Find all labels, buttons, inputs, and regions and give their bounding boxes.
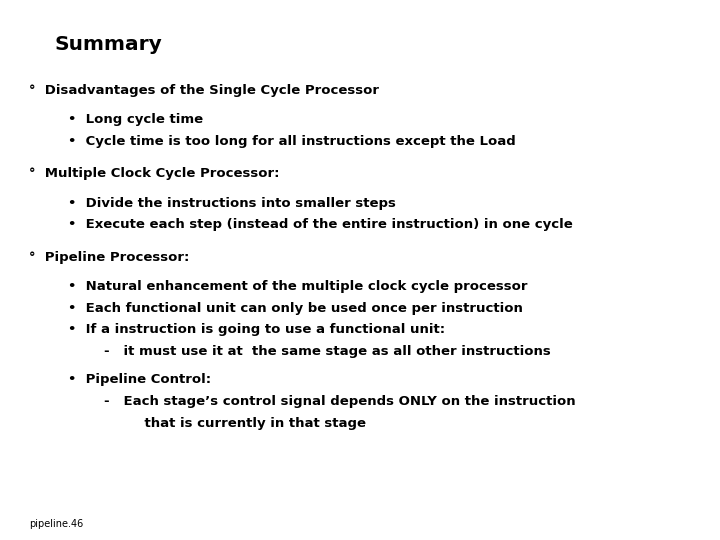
Text: •  Execute each step (instead of the entire instruction) in one cycle: • Execute each step (instead of the enti… — [68, 218, 573, 231]
Text: -   it must use it at  the same stage as all other instructions: - it must use it at the same stage as al… — [104, 345, 551, 358]
Text: Summary: Summary — [54, 35, 162, 54]
Text: °  Disadvantages of the Single Cycle Processor: ° Disadvantages of the Single Cycle Proc… — [29, 84, 379, 97]
Text: •  Natural enhancement of the multiple clock cycle processor: • Natural enhancement of the multiple cl… — [68, 280, 528, 293]
Text: •  Cycle time is too long for all instructions except the Load: • Cycle time is too long for all instruc… — [68, 135, 516, 148]
Text: •  Long cycle time: • Long cycle time — [68, 113, 204, 126]
Text: •  If a instruction is going to use a functional unit:: • If a instruction is going to use a fun… — [68, 323, 446, 336]
Text: that is currently in that stage: that is currently in that stage — [126, 417, 366, 430]
Text: •  Pipeline Control:: • Pipeline Control: — [68, 373, 212, 386]
Text: -   Each stage’s control signal depends ONLY on the instruction: - Each stage’s control signal depends ON… — [104, 395, 576, 408]
Text: °  Pipeline Processor:: ° Pipeline Processor: — [29, 251, 189, 264]
Text: pipeline.46: pipeline.46 — [29, 519, 83, 530]
Text: °  Multiple Clock Cycle Processor:: ° Multiple Clock Cycle Processor: — [29, 167, 279, 180]
Text: •  Divide the instructions into smaller steps: • Divide the instructions into smaller s… — [68, 197, 396, 210]
Text: •  Each functional unit can only be used once per instruction: • Each functional unit can only be used … — [68, 302, 523, 315]
